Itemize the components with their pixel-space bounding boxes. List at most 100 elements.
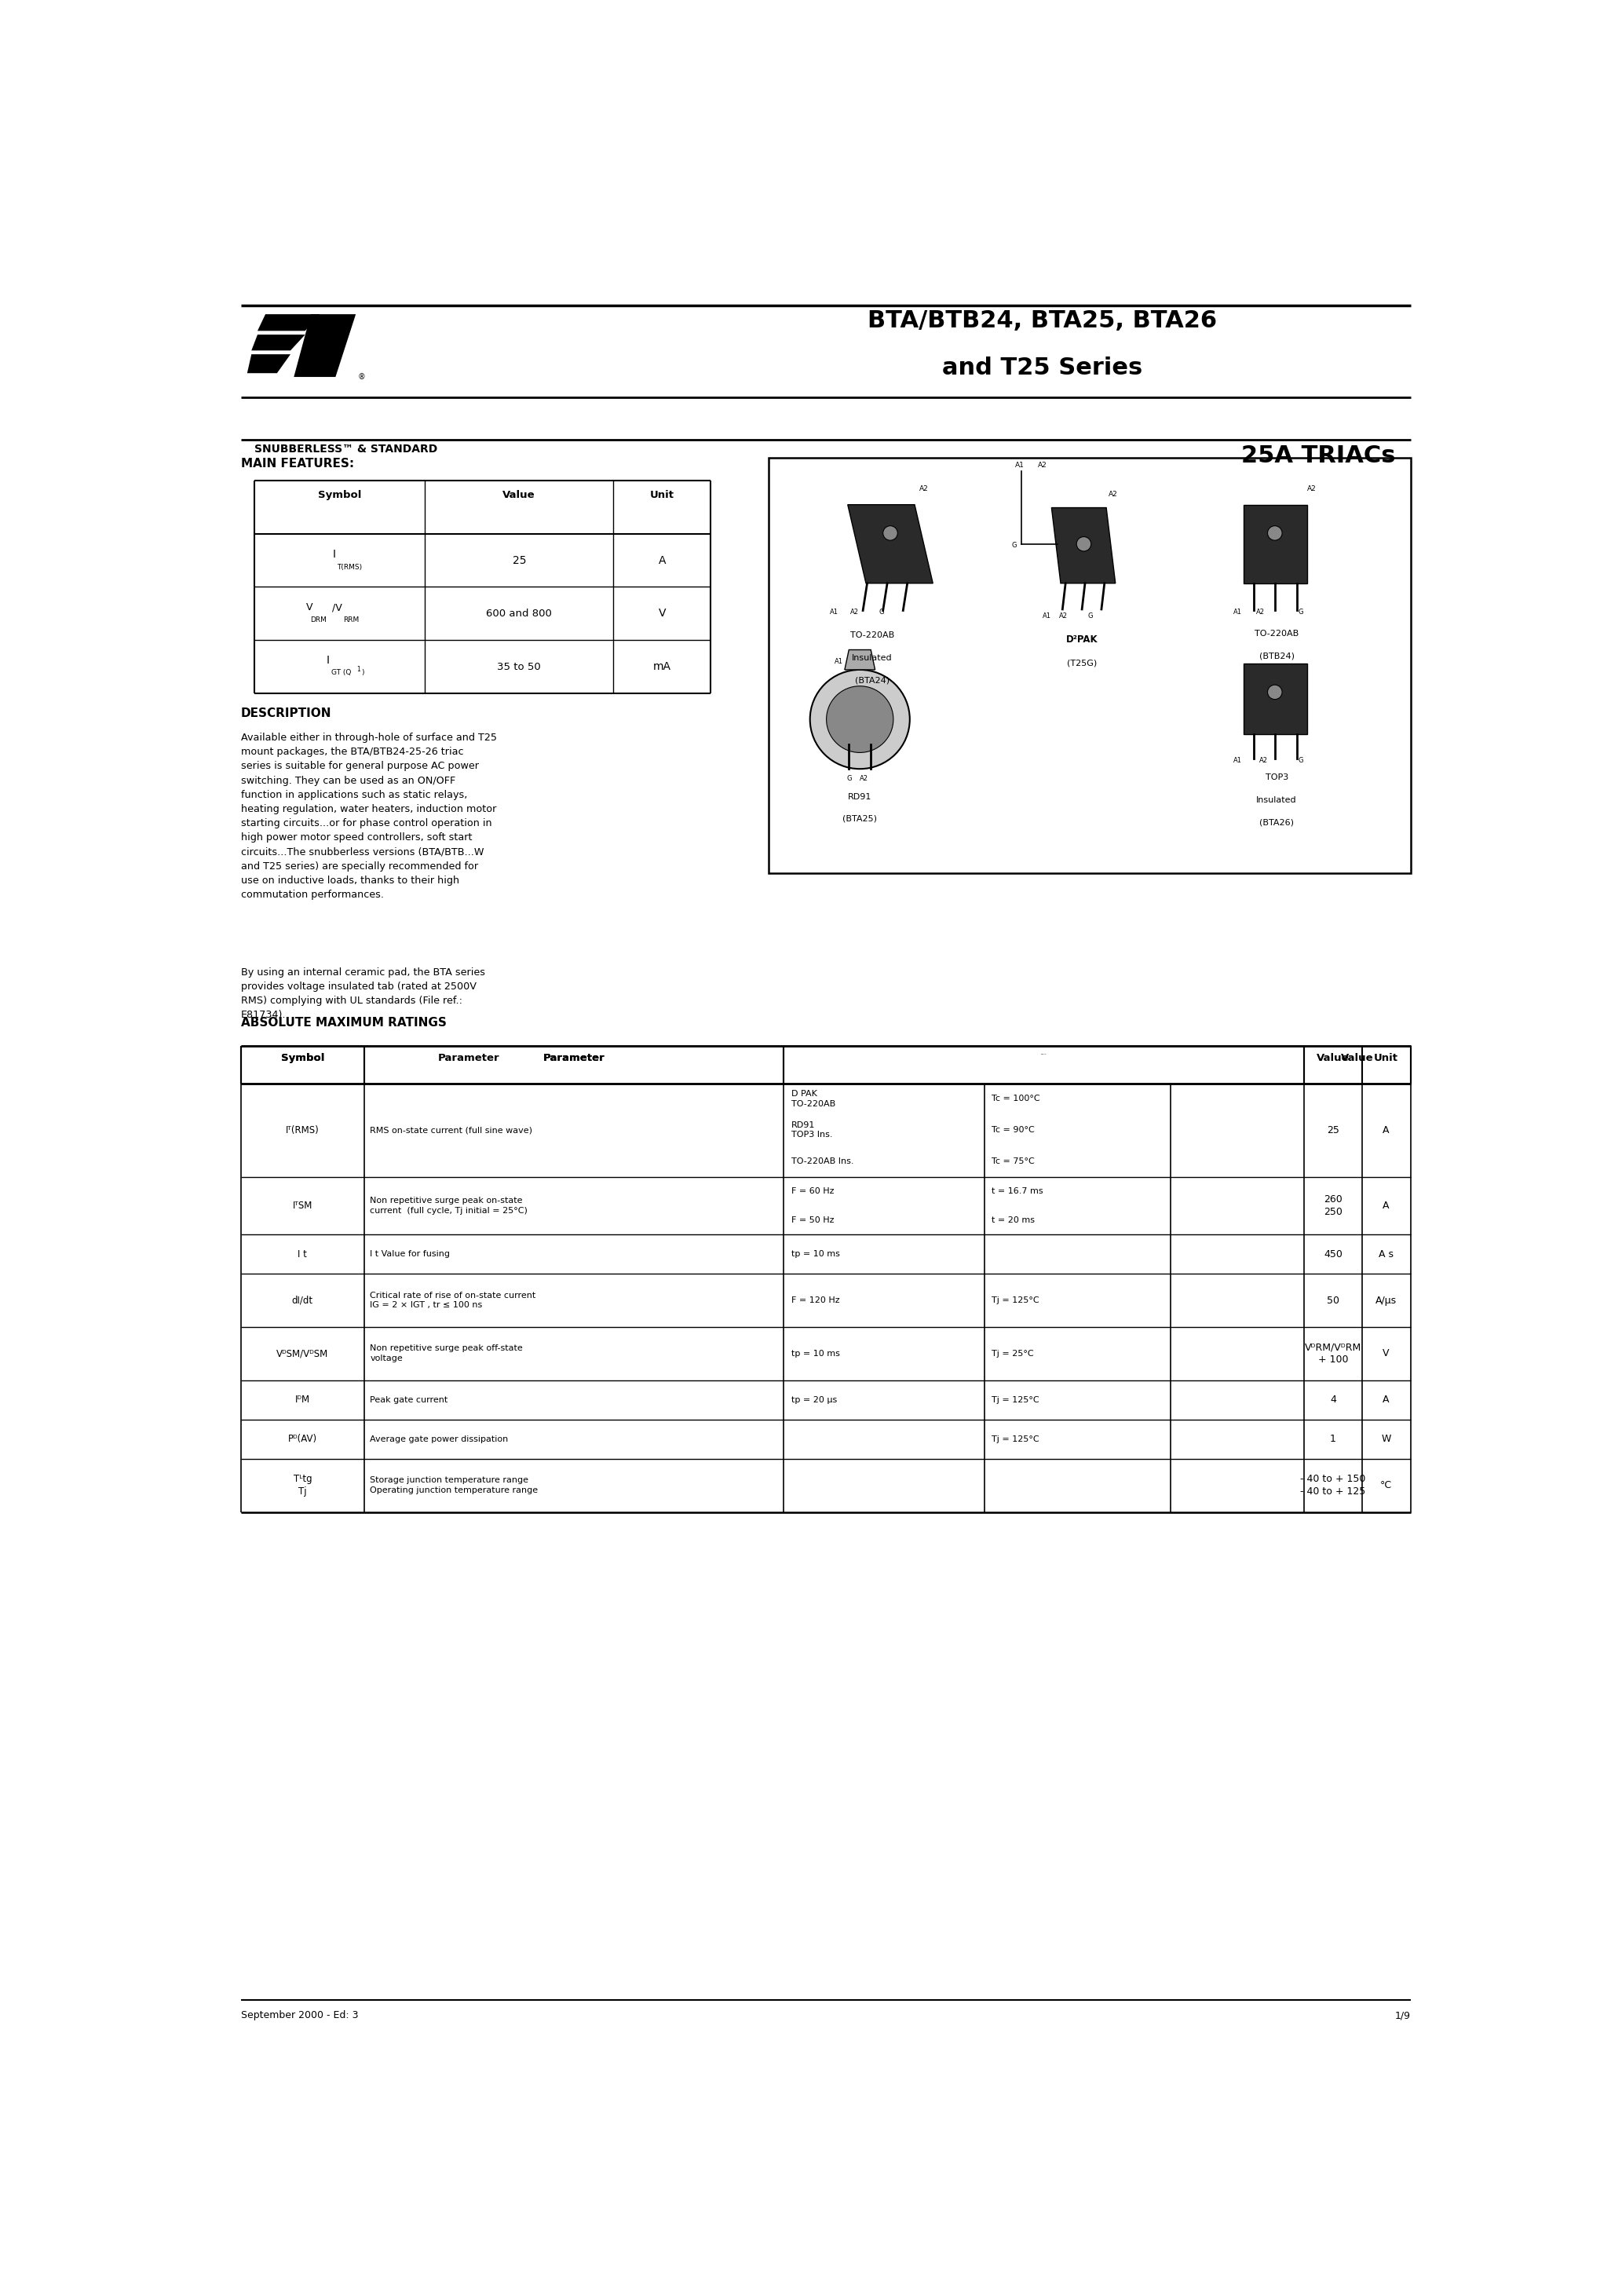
Text: t = 20 ms: t = 20 ms <box>993 1217 1035 1224</box>
Text: A2: A2 <box>1038 461 1048 468</box>
Text: A2: A2 <box>1307 484 1317 494</box>
Text: Tj = 125°C: Tj = 125°C <box>993 1435 1040 1444</box>
Text: I: I <box>333 549 336 560</box>
Text: °C: °C <box>1380 1481 1392 1490</box>
Text: TO-220AB: TO-220AB <box>1254 629 1299 638</box>
Text: I t Value for fusing: I t Value for fusing <box>370 1251 451 1258</box>
Text: Symbol: Symbol <box>318 489 362 501</box>
Polygon shape <box>1051 507 1116 583</box>
Text: (T25G): (T25G) <box>1067 659 1096 666</box>
Text: 450: 450 <box>1324 1249 1343 1258</box>
Text: - 40 to + 150
- 40 to + 125: - 40 to + 150 - 40 to + 125 <box>1301 1474 1366 1497</box>
Text: A2: A2 <box>1059 613 1067 620</box>
Text: 25: 25 <box>1327 1125 1340 1134</box>
Text: mA: mA <box>654 661 672 673</box>
Text: Parameter: Parameter <box>543 1054 605 1063</box>
Text: Insulated: Insulated <box>852 654 892 661</box>
Text: 600 and 800: 600 and 800 <box>487 608 551 618</box>
Text: I: I <box>326 654 329 666</box>
Text: Insulated: Insulated <box>1257 797 1298 804</box>
Polygon shape <box>247 354 290 374</box>
Text: Tj = 125°C: Tj = 125°C <box>993 1297 1040 1304</box>
Text: Value: Value <box>503 489 535 501</box>
Text: tp = 10 ms: tp = 10 ms <box>792 1350 840 1357</box>
Text: (BTB24): (BTB24) <box>1259 652 1294 659</box>
Text: 4: 4 <box>1330 1394 1337 1405</box>
Text: Peak gate current: Peak gate current <box>370 1396 448 1403</box>
Text: 35 to 50: 35 to 50 <box>498 661 542 673</box>
Text: SNUBBERLESS™ & STANDARD: SNUBBERLESS™ & STANDARD <box>255 443 438 455</box>
Text: TO-220AB: TO-220AB <box>850 631 894 641</box>
Text: RD91: RD91 <box>848 792 871 801</box>
Text: RRM: RRM <box>344 615 358 622</box>
Text: D²PAK: D²PAK <box>1066 634 1098 645</box>
Text: RD91
TOP3 Ins.: RD91 TOP3 Ins. <box>792 1120 832 1139</box>
Text: and T25 Series: and T25 Series <box>942 356 1142 379</box>
Text: 50: 50 <box>1327 1295 1340 1306</box>
Text: V: V <box>307 602 313 613</box>
Text: Tj = 25°C: Tj = 25°C <box>993 1350 1033 1357</box>
Text: Unit: Unit <box>650 489 675 501</box>
Text: V: V <box>659 608 667 620</box>
Text: Parameter: Parameter <box>438 1054 500 1063</box>
Text: G: G <box>879 608 884 615</box>
Text: A2: A2 <box>1259 758 1267 765</box>
Text: G: G <box>1298 758 1302 765</box>
Polygon shape <box>845 650 876 670</box>
Text: 260
250: 260 250 <box>1324 1194 1343 1217</box>
Polygon shape <box>848 505 933 583</box>
Text: A1: A1 <box>834 659 843 666</box>
Text: VᴰSM/VᴰSM: VᴰSM/VᴰSM <box>276 1348 329 1359</box>
Polygon shape <box>1242 664 1307 735</box>
Text: ABSOLUTE MAXIMUM RATINGS: ABSOLUTE MAXIMUM RATINGS <box>242 1017 446 1029</box>
Text: A: A <box>1384 1125 1390 1134</box>
Text: 25: 25 <box>513 556 526 565</box>
Text: G: G <box>1012 542 1017 549</box>
Text: I t: I t <box>298 1249 307 1258</box>
Text: tp = 10 ms: tp = 10 ms <box>792 1251 840 1258</box>
Text: (BTA25): (BTA25) <box>842 815 878 822</box>
Text: 1: 1 <box>1330 1435 1337 1444</box>
Text: A1: A1 <box>1233 758 1242 765</box>
Text: Unit: Unit <box>1374 1054 1398 1063</box>
Text: Average gate power dissipation: Average gate power dissipation <box>370 1435 508 1444</box>
Text: Available either in through-hole of surface and T25
mount packages, the BTA/BTB2: Available either in through-hole of surf… <box>242 732 496 900</box>
Text: (BTA24): (BTA24) <box>855 677 889 684</box>
Text: A2: A2 <box>1255 608 1265 615</box>
Text: Symbol: Symbol <box>281 1054 324 1063</box>
Text: Tc = 100°C: Tc = 100°C <box>993 1095 1040 1102</box>
Text: Symbol: Symbol <box>281 1054 324 1063</box>
Text: A s: A s <box>1379 1249 1393 1258</box>
Text: Non repetitive surge peak off-state
voltage: Non repetitive surge peak off-state volt… <box>370 1345 522 1362</box>
Text: 1: 1 <box>357 666 360 673</box>
Text: A: A <box>659 556 667 565</box>
Text: A2: A2 <box>850 608 858 615</box>
Text: A1: A1 <box>1043 613 1051 620</box>
Text: IᴰM: IᴰM <box>295 1394 310 1405</box>
Circle shape <box>826 687 894 753</box>
Text: Tᴸtg
Tj: Tᴸtg Tj <box>294 1474 311 1497</box>
Text: IᵀSM: IᵀSM <box>292 1201 313 1210</box>
Text: September 2000 - Ed: 3: September 2000 - Ed: 3 <box>242 2011 358 2020</box>
Text: tp = 20 μs: tp = 20 μs <box>792 1396 837 1403</box>
Polygon shape <box>1242 505 1307 583</box>
Text: A2: A2 <box>920 484 928 494</box>
Text: A/μs: A/μs <box>1375 1295 1397 1306</box>
Text: ®: ® <box>358 372 365 381</box>
Circle shape <box>1267 684 1281 700</box>
Text: Tc = 90°C: Tc = 90°C <box>993 1127 1035 1134</box>
Text: TOP3: TOP3 <box>1265 774 1288 781</box>
Text: MAIN FEATURES:: MAIN FEATURES: <box>242 459 354 471</box>
Text: TO-220AB Ins.: TO-220AB Ins. <box>792 1157 853 1166</box>
Text: Parameter: Parameter <box>543 1054 605 1063</box>
Text: A: A <box>1384 1201 1390 1210</box>
Text: GT (Q: GT (Q <box>331 668 350 677</box>
Text: A2: A2 <box>1108 491 1118 498</box>
Text: F = 60 Hz: F = 60 Hz <box>792 1187 834 1196</box>
Text: A1: A1 <box>1233 608 1242 615</box>
Text: Value: Value <box>1317 1054 1350 1063</box>
Text: RMS on-state current (full sine wave): RMS on-state current (full sine wave) <box>370 1127 532 1134</box>
Circle shape <box>809 670 910 769</box>
Text: (BTA26): (BTA26) <box>1259 817 1294 827</box>
Text: BTA/BTB24, BTA25, BTA26: BTA/BTB24, BTA25, BTA26 <box>868 310 1216 333</box>
